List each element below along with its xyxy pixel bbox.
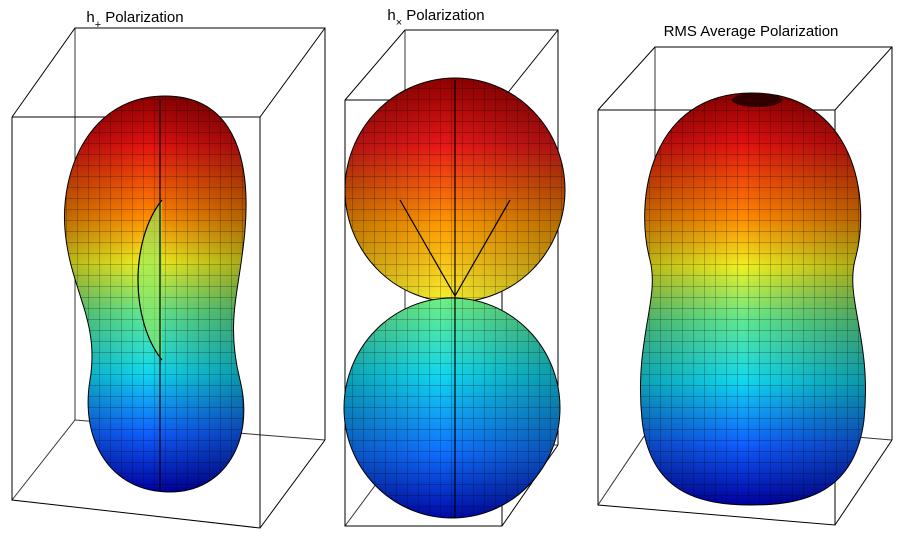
surface <box>64 96 246 492</box>
title-rest: Polarization <box>406 7 484 24</box>
title-subscript: + <box>95 19 101 31</box>
panel-title: RMS Average Polarization <box>664 23 839 40</box>
title-subscript: × <box>396 17 402 29</box>
title-base: h <box>86 9 94 26</box>
surface <box>640 93 865 505</box>
title-base: h <box>387 7 395 24</box>
surface <box>344 78 565 518</box>
figure: h+Polarization h×Polarization RMS Averag… <box>0 0 904 546</box>
title-rest: Polarization <box>105 9 183 26</box>
panel-title: h× Polarization <box>387 7 484 29</box>
